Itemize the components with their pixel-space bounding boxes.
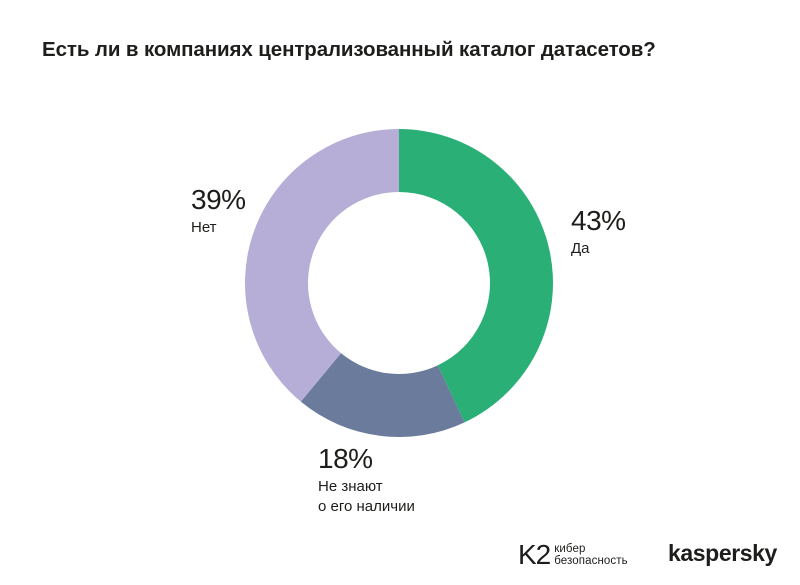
k2-logo-mark: K2 — [518, 539, 551, 570]
data-label-da: 43% — [571, 205, 626, 236]
category-label-da: Да — [571, 239, 626, 259]
category-label-ne-znayut-line-1: Не знают — [318, 478, 383, 496]
slice-label-net: 39% Нет — [191, 185, 246, 238]
slice-label-da: 43% Да — [571, 206, 626, 259]
k2-logo-line-2: безопасность — [554, 555, 628, 567]
k2-logo-text: кибер безопасность — [554, 543, 627, 567]
k2-logo-line-1: кибер — [554, 542, 586, 555]
chart-title: Есть ли в компаниях централизованный кат… — [42, 38, 656, 61]
data-label-ne-znayut: 18% — [318, 443, 373, 474]
slice-da — [399, 129, 553, 423]
category-label-ne-znayut: Не знают о его наличии — [318, 477, 415, 516]
category-label-net: Нет — [191, 218, 246, 238]
category-label-ne-znayut-line-2: о его наличии — [318, 497, 415, 515]
k2-logo: K2 кибер безопасность — [518, 541, 628, 569]
category-label-net-line: Нет — [191, 219, 217, 237]
kaspersky-logo: kaspersky — [668, 540, 777, 566]
slice-net — [244, 129, 399, 402]
slice-ne-znayut — [300, 353, 465, 438]
slice-label-ne-znayut: 18% Не знают о его наличии — [318, 444, 415, 516]
data-label-net: 39% — [191, 184, 246, 215]
category-label-da-line: Да — [571, 240, 590, 258]
